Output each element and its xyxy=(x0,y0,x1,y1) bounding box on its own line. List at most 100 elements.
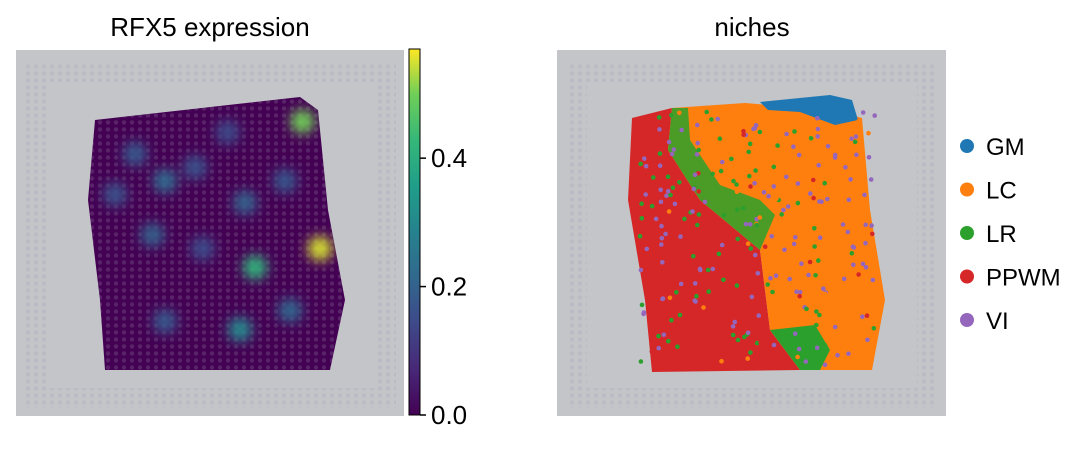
colorbar-ticks: 0.0 0.2 0.4 xyxy=(420,143,467,430)
niche-spot xyxy=(670,185,676,190)
niche-spot xyxy=(846,197,852,203)
niche-spot xyxy=(667,295,673,301)
niche-spot xyxy=(863,240,868,246)
niche-spot xyxy=(695,122,700,128)
expression-hotspot xyxy=(103,182,127,207)
colorbar xyxy=(408,48,421,416)
niche-spot xyxy=(745,356,750,361)
niche-spot xyxy=(644,246,650,252)
niche-spot xyxy=(691,186,697,192)
niche-spot xyxy=(742,334,747,340)
niche-spot xyxy=(696,147,701,153)
niche-spot xyxy=(678,281,684,287)
niche-spot xyxy=(815,134,820,139)
niche-spot xyxy=(794,289,799,295)
expression-hotspot xyxy=(243,255,267,280)
niche-spot xyxy=(779,212,784,217)
niche-spot xyxy=(638,167,644,173)
niche-spot xyxy=(812,226,817,231)
niche-spot xyxy=(864,313,870,319)
niche-spot xyxy=(666,139,672,145)
niche-spot xyxy=(846,351,851,357)
niche-spot xyxy=(866,130,871,136)
niche-spot xyxy=(758,340,763,346)
niche-spot xyxy=(659,235,665,241)
niche-spot xyxy=(638,161,643,167)
niche-spot xyxy=(639,201,644,206)
niche-spot xyxy=(730,332,736,338)
niche-spot xyxy=(785,204,791,209)
niche-spot xyxy=(649,349,655,354)
niche-spot xyxy=(774,196,779,201)
niche-spot xyxy=(643,163,649,169)
niche-spot xyxy=(732,319,738,325)
niche-spot xyxy=(770,156,776,161)
niche-spot xyxy=(677,312,683,318)
niche-spot xyxy=(865,337,870,343)
niche-spot xyxy=(749,294,755,300)
niche-spot xyxy=(792,129,797,134)
niche-spot xyxy=(808,136,814,141)
niche-spot xyxy=(694,293,699,299)
niche-spot xyxy=(851,245,857,250)
niche-spot xyxy=(771,342,777,348)
niche-spot xyxy=(815,126,821,132)
niche-spot xyxy=(641,311,646,317)
niche-spot xyxy=(850,285,856,291)
niche-spot xyxy=(795,181,801,186)
niche-spot xyxy=(748,350,753,355)
niche-spot xyxy=(814,340,819,346)
expression-hotspot xyxy=(123,142,147,166)
expression-hotspot xyxy=(233,190,257,215)
niche-spot xyxy=(814,345,820,351)
niche-spot xyxy=(666,209,672,214)
niche-spot xyxy=(657,127,662,132)
niche-spot xyxy=(822,362,828,368)
panel-title: RFX5 expression xyxy=(110,12,309,42)
niche-spot xyxy=(791,144,796,149)
niche-spot xyxy=(792,331,798,337)
niche-spot xyxy=(856,118,862,123)
niche-spot xyxy=(869,223,874,228)
niche-spot xyxy=(793,235,798,240)
niche-spot xyxy=(717,136,723,141)
niche-spot xyxy=(754,340,760,346)
niche-spot xyxy=(746,149,751,155)
legend-label: GM xyxy=(986,134,1025,161)
niche-spot xyxy=(797,290,803,295)
niche-spot xyxy=(863,222,868,228)
niche-spot xyxy=(751,126,756,132)
niche-spot xyxy=(860,110,866,115)
niche-spot xyxy=(656,333,661,339)
niche-spot xyxy=(852,139,858,145)
niche-spot xyxy=(845,229,851,235)
expression-hotspot xyxy=(153,309,177,334)
niche-spot xyxy=(754,222,760,228)
niche-spot xyxy=(748,246,754,251)
niche-spot xyxy=(721,212,727,218)
niche-spot xyxy=(653,216,659,222)
niche-spot xyxy=(799,261,804,267)
niche-spot xyxy=(665,174,671,179)
niche-spot xyxy=(816,258,821,263)
niche-spot xyxy=(806,272,811,278)
niche-spot xyxy=(669,151,675,157)
niche-spot xyxy=(637,233,643,239)
niche-spot xyxy=(715,116,720,122)
niche-spot xyxy=(674,290,679,295)
niche-spot xyxy=(748,222,753,227)
niche-spot xyxy=(854,152,859,158)
colorbar-tick-label: 0.0 xyxy=(431,400,467,430)
niche-spot xyxy=(803,359,809,364)
niche-spot xyxy=(706,289,711,294)
niche-spot xyxy=(836,315,841,321)
niche-spot xyxy=(741,128,746,134)
niche-spot xyxy=(638,359,644,364)
niche-spot xyxy=(775,143,780,148)
niche-spot xyxy=(658,199,664,205)
niche-spot xyxy=(666,338,671,344)
niche-spot xyxy=(753,168,758,173)
niche-spot xyxy=(781,207,786,213)
niche-spot xyxy=(722,129,727,134)
niche-region-lr xyxy=(668,108,775,250)
